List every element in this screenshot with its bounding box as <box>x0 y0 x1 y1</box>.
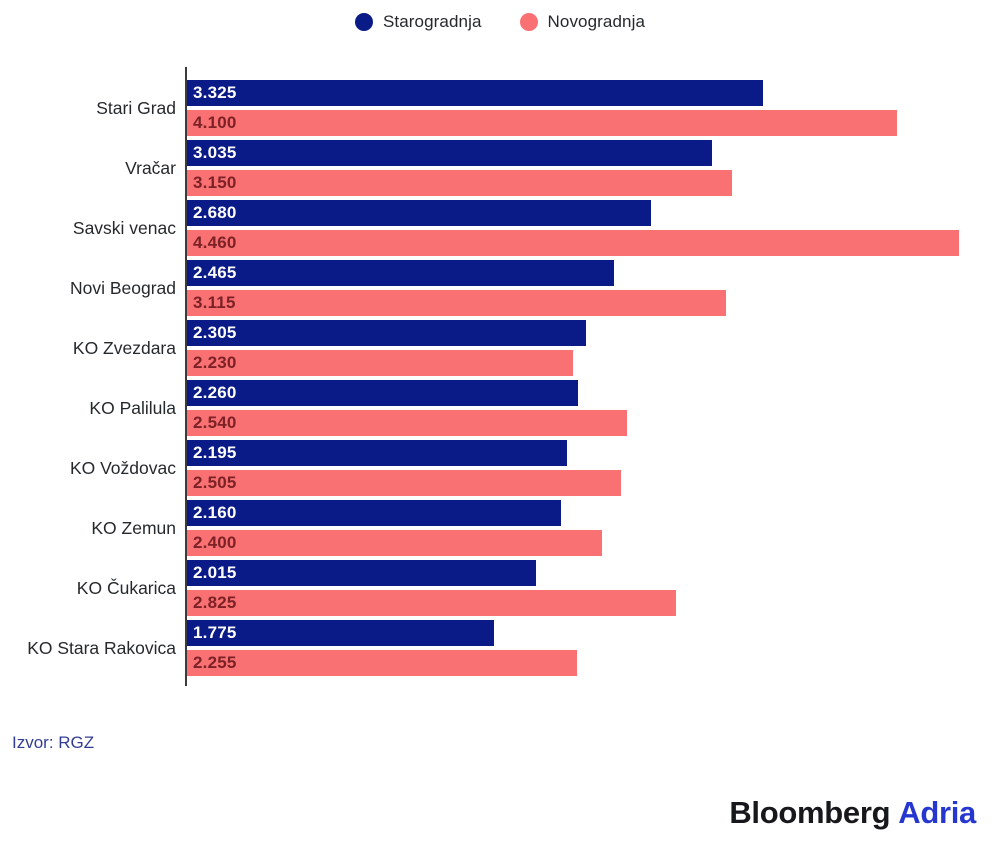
bar-value-label: 2.825 <box>193 593 237 612</box>
bar-group: 2.680 4.460 <box>187 200 959 256</box>
bar-value-label: 3.150 <box>193 173 237 192</box>
bar-value-label: 2.195 <box>193 443 237 462</box>
legend-dot-novogradnja-icon <box>519 13 538 31</box>
bar-group: 2.195 2.505 <box>187 440 959 496</box>
bar-starogradnja: 2.015 <box>187 560 536 586</box>
bar-starogradnja: 2.195 <box>187 440 567 466</box>
bar-group: 2.305 2.230 <box>187 320 959 376</box>
bar-value-label: 2.260 <box>193 383 237 402</box>
category-labels-column: Stari Grad Vračar Savski venac Novi Beograd… <box>0 67 185 686</box>
category-label: Stari Grad <box>96 97 176 118</box>
legend-label-starogradnja: Starogradnja <box>382 12 482 31</box>
bar-starogradnja: 2.680 <box>187 200 651 226</box>
bar-novogradnja: 3.115 <box>187 290 727 316</box>
bar-value-label: 2.255 <box>193 653 237 672</box>
bar-value-label: 3.325 <box>193 83 237 102</box>
bar-value-label: 3.035 <box>193 143 237 162</box>
bar-value-label: 2.015 <box>193 563 237 582</box>
bloomberg-adria-logo: Bloomberg Adria <box>729 795 976 831</box>
bar-group: 3.035 3.150 <box>187 140 959 196</box>
legend-dot-starogradnja-icon <box>354 13 373 31</box>
bar-value-label: 2.540 <box>193 413 237 432</box>
category-label: KO Voždovac <box>69 457 176 478</box>
bar-group: 2.260 2.540 <box>187 380 959 436</box>
bar-novogradnja: 2.825 <box>187 590 676 616</box>
legend-item-novogradnja: Novogradnja <box>519 12 646 32</box>
logo-bloomberg-text: Bloomberg <box>729 795 891 830</box>
bar-value-label: 3.115 <box>193 293 236 312</box>
bar-starogradnja: 2.160 <box>187 500 561 526</box>
bar-value-label: 2.400 <box>193 533 237 552</box>
category-label: KO Palilula <box>89 397 176 418</box>
bar-starogradnja: 2.260 <box>187 380 579 406</box>
bar-starogradnja: 2.305 <box>187 320 586 346</box>
bar-group: 2.465 3.115 <box>187 260 959 316</box>
bar-value-label: 2.505 <box>193 473 237 492</box>
bar-value-label: 2.680 <box>193 203 237 222</box>
grouped-bar-chart: Stari Grad Vračar Savski venac Novi Beograd… <box>0 67 959 686</box>
bar-novogradnja: 2.540 <box>187 410 627 436</box>
bar-novogradnja: 4.460 <box>187 230 959 256</box>
bar-novogradnja: 2.230 <box>187 350 573 376</box>
legend-label-novogradnja: Novogradnja <box>547 12 646 31</box>
bar-novogradnja: 2.255 <box>187 650 578 676</box>
bar-novogradnja: 3.150 <box>187 170 733 196</box>
bar-group: 2.015 2.825 <box>187 560 959 616</box>
category-label: KO Stara Rakovica <box>27 637 176 658</box>
category-label: KO Čukarica <box>76 577 176 598</box>
bar-value-label: 2.305 <box>193 323 237 342</box>
bar-value-label: 4.460 <box>193 233 237 252</box>
bar-novogradnja: 4.100 <box>187 110 897 136</box>
bar-starogradnja: 3.035 <box>187 140 713 166</box>
bar-value-label: 4.100 <box>193 113 237 132</box>
bar-group: 1.775 2.255 <box>187 620 959 676</box>
legend-item-starogradnja: Starogradnja <box>354 12 482 32</box>
bar-group: 3.325 4.100 <box>187 80 959 136</box>
bar-starogradnja: 2.465 <box>187 260 614 286</box>
bar-novogradnja: 2.400 <box>187 530 603 556</box>
bar-group: 2.160 2.400 <box>187 500 959 556</box>
bar-value-label: 2.465 <box>193 263 237 282</box>
plot-area: 3.325 4.100 3.035 3.150 2.680 4.460 2.465 3.115… <box>185 67 959 686</box>
bar-value-label: 1.775 <box>193 623 237 642</box>
chart-legend: Starogradnja Novogradnja <box>0 12 1000 32</box>
bar-value-label: 2.160 <box>193 503 237 522</box>
bar-starogradnja: 1.775 <box>187 620 495 646</box>
category-label: KO Zvezdara <box>72 337 176 358</box>
bar-starogradnja: 3.325 <box>187 80 763 106</box>
logo-adria-text: Adria <box>898 795 976 830</box>
bar-novogradnja: 2.505 <box>187 470 621 496</box>
source-note: Izvor: RGZ <box>12 733 95 752</box>
category-label: KO Zemun <box>91 517 176 538</box>
category-label: Vračar <box>125 157 176 178</box>
category-label: Novi Beograd <box>69 277 176 298</box>
bar-value-label: 2.230 <box>193 353 237 372</box>
category-label: Savski venac <box>72 217 176 238</box>
